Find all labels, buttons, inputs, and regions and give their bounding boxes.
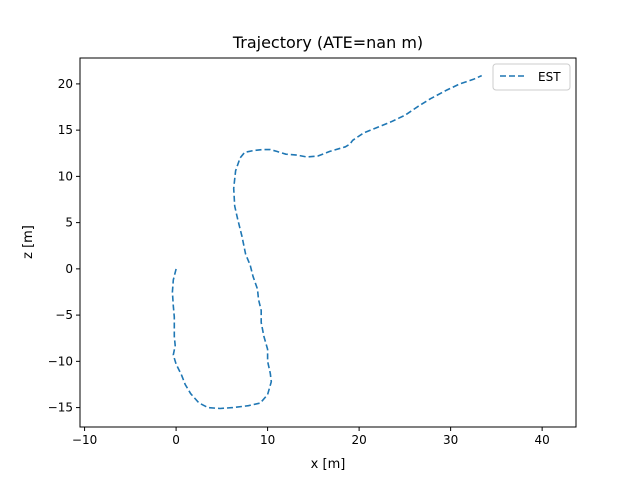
- series-line-est: [171, 74, 483, 410]
- legend-box: [492, 63, 571, 91]
- plot-area: [171, 74, 483, 410]
- chart-title: Trajectory (ATE=nan m): [232, 33, 423, 52]
- y-tick-label: −10: [48, 354, 73, 368]
- y-tick-label: 5: [65, 216, 73, 230]
- y-axis-ticks: −15 −10 −5 0 5 10 15 20: [48, 77, 80, 415]
- y-axis-label: z [m]: [21, 225, 36, 259]
- axes-frame: [79, 57, 577, 428]
- x-tick-label: 30: [443, 433, 458, 447]
- y-tick-label: −5: [55, 308, 73, 322]
- legend: EST: [492, 63, 571, 91]
- y-tick-label: 10: [58, 169, 73, 183]
- x-tick-label: 40: [534, 433, 549, 447]
- x-tick-label: 0: [172, 433, 180, 447]
- y-tick-label: 0: [65, 262, 73, 276]
- legend-label-est: EST: [538, 70, 561, 84]
- x-tick-label: 10: [260, 433, 275, 447]
- x-axis-ticks: −10 0 10 20 30 40: [72, 427, 550, 447]
- x-tick-label: −10: [72, 433, 97, 447]
- x-tick-label: 20: [351, 433, 366, 447]
- y-tick-label: −15: [48, 401, 73, 415]
- y-tick-label: 20: [58, 77, 73, 91]
- x-axis-label: x [m]: [311, 457, 346, 472]
- y-tick-label: 15: [58, 123, 73, 137]
